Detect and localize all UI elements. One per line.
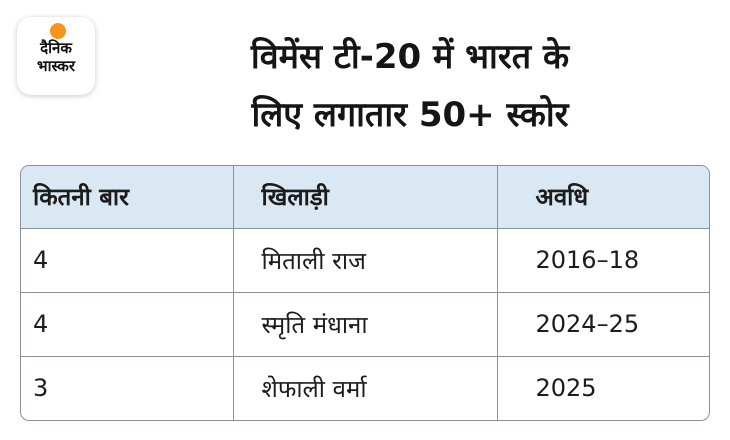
- column-header-times: कितनी बार: [21, 166, 234, 229]
- cell-times: 4: [21, 228, 234, 293]
- table-row: 4 मिताली राज 2016–18: [21, 228, 709, 293]
- cell-player: स्मृति मंधाना: [233, 292, 498, 357]
- table-row: 3 शेफाली वर्मा 2025: [21, 356, 709, 420]
- sun-icon: [50, 23, 66, 39]
- column-header-player: खिलाड़ी: [233, 166, 498, 229]
- logo-text-line1: दैनिक: [40, 39, 72, 57]
- cell-period: 2016–18: [497, 228, 709, 293]
- stats-table-container: कितनी बार खिलाड़ी अवधि 4 मिताली राज 2016…: [20, 165, 710, 421]
- table-header-row: कितनी बार खिलाड़ी अवधि: [21, 166, 709, 229]
- brand-logo: दैनिक भास्कर: [17, 17, 95, 95]
- cell-times: 3: [21, 356, 234, 420]
- logo-text-line2: भास्कर: [37, 57, 75, 75]
- cell-player: शेफाली वर्मा: [233, 356, 498, 420]
- column-header-period: अवधि: [497, 166, 709, 229]
- title-line-1: विमेंस टी-20 में भारत के: [250, 37, 570, 77]
- page-title: विमेंस टी-20 में भारत के लिए लगातार 50+ …: [130, 28, 690, 144]
- cell-times: 4: [21, 292, 234, 357]
- cell-player: मिताली राज: [233, 228, 498, 293]
- cell-period: 2025: [535, 374, 597, 403]
- title-line-2: लिए लगातार 50+ स्कोर: [251, 95, 569, 135]
- cell-period: 2024–25: [497, 292, 709, 357]
- table-row: 4 स्मृति मंधाना 2024–25: [21, 292, 709, 357]
- stats-table: कितनी बार खिलाड़ी अवधि 4 मिताली राज 2016…: [21, 166, 709, 420]
